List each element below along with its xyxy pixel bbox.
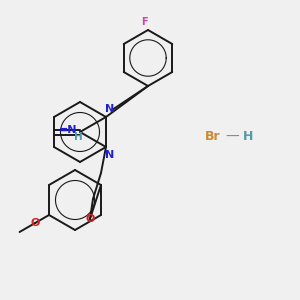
Text: =N: =N bbox=[59, 125, 77, 135]
Text: O: O bbox=[31, 218, 40, 228]
Text: N: N bbox=[105, 150, 115, 160]
Text: O: O bbox=[85, 214, 95, 224]
Text: —: — bbox=[225, 130, 239, 144]
Text: Br: Br bbox=[205, 130, 221, 143]
Text: H: H bbox=[74, 132, 83, 142]
Text: F: F bbox=[141, 17, 147, 27]
Text: N: N bbox=[105, 104, 115, 114]
Text: H: H bbox=[243, 130, 253, 143]
